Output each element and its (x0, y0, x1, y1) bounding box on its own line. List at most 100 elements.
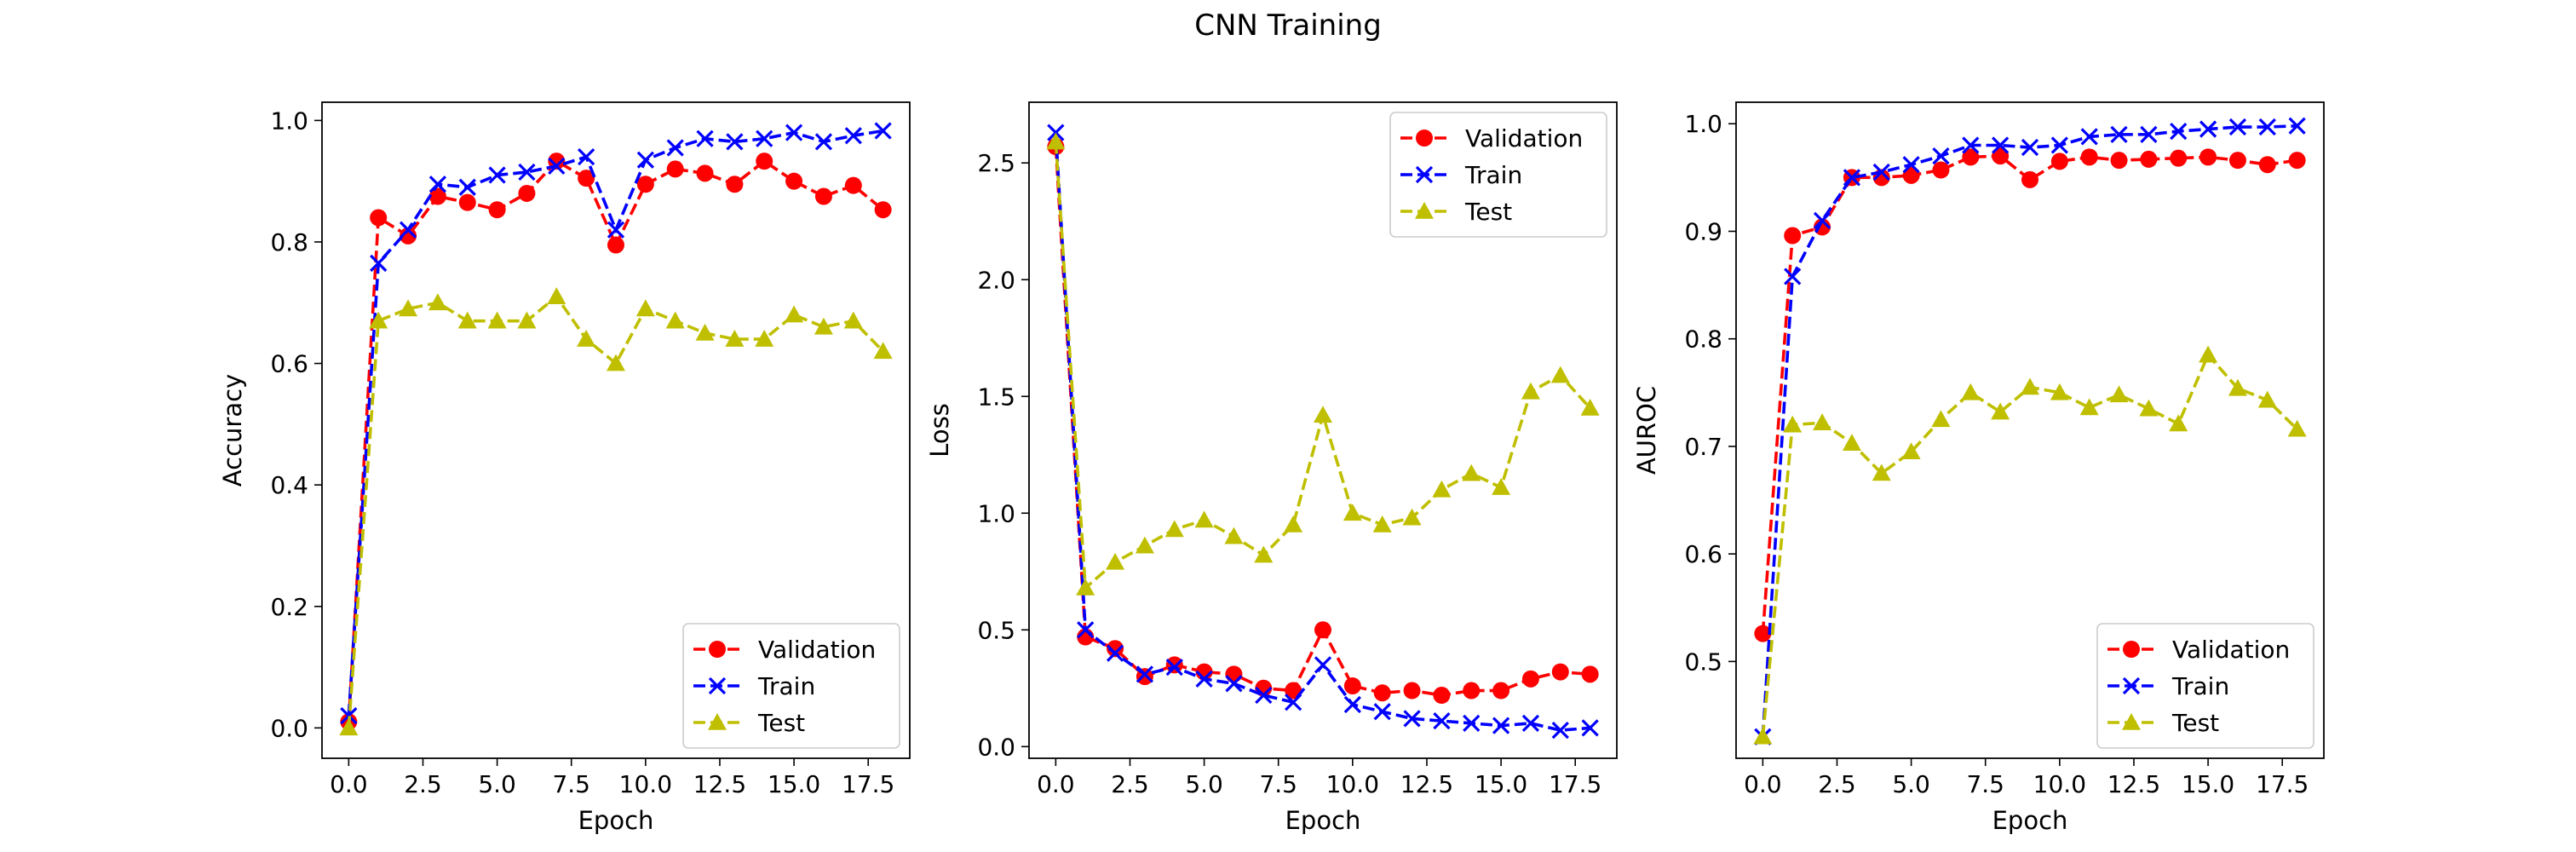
data-point-test (369, 311, 388, 329)
data-point-test (1076, 578, 1095, 596)
data-point-validation (2288, 152, 2306, 170)
x-tick-label: 2.5 (1818, 770, 1856, 798)
data-point-train (1343, 695, 1361, 714)
legend-marker (1415, 165, 1434, 184)
data-point-test (2139, 399, 2159, 417)
data-point-validation (1433, 687, 1451, 705)
data-point-test (1402, 508, 1422, 526)
data-point-train (1813, 211, 1831, 229)
x-tick-label: 7.5 (1259, 770, 1297, 798)
data-point-validation (2199, 148, 2217, 166)
chart-panel-2: 0.0 2.5 5.0 7.5 10.0 12.5 15.0 17.5 0.0 0.5 1.0 1.5… (925, 101, 1618, 835)
data-point-train (1962, 136, 1980, 154)
data-point-validation (1992, 147, 2010, 165)
data-point-test (2287, 419, 2307, 437)
data-point-train (2258, 118, 2276, 136)
series-train (1754, 117, 2306, 746)
data-point-test (1284, 515, 1303, 532)
x-tick-label: 5.0 (1892, 770, 1930, 798)
data-point-test (1872, 463, 1891, 481)
data-point-validation (756, 153, 773, 170)
data-point-test (1753, 727, 1773, 745)
data-point-train (2170, 122, 2188, 141)
data-point-train (1492, 717, 1510, 734)
data-point-train (548, 157, 566, 175)
x-tick-label: 0.0 (1744, 770, 1782, 798)
data-point-validation (2170, 149, 2188, 167)
data-point-train (1136, 665, 1154, 683)
data-point-validation (1165, 656, 1183, 674)
y-tick-label: 0.9 (1684, 217, 1722, 245)
chart-panel-3: 0.0 2.5 5.0 7.5 10.0 12.5 15.0 17.5 0.5 0.6 0.7 0.8… (1632, 101, 2325, 835)
series-train (1047, 124, 1599, 740)
data-point-train (1225, 675, 1243, 693)
legend-marker (708, 713, 727, 730)
data-point-train (607, 221, 625, 239)
x-tick-label: 0.0 (330, 770, 368, 798)
x-tick-label: 15.0 (1475, 770, 1527, 798)
data-point-train (488, 166, 506, 184)
x-tick-label: 12.5 (693, 770, 746, 798)
data-point-validation (1902, 166, 1920, 184)
data-point-validation (1551, 663, 1569, 681)
plot-frame (321, 101, 911, 759)
data-point-validation (428, 187, 446, 205)
data-point-train (1165, 659, 1183, 676)
data-point-test (755, 330, 774, 347)
data-point-test (1254, 545, 1274, 563)
y-tick-label: 1.5 (977, 383, 1015, 411)
data-point-test (785, 305, 804, 323)
data-point-validation (2258, 156, 2276, 174)
data-point-test (1901, 442, 1921, 460)
legend-marker (1416, 130, 1433, 147)
data-point-test (1462, 463, 1481, 481)
data-point-test (1813, 413, 1832, 430)
data-point-validation (370, 209, 388, 227)
legend-box (682, 623, 900, 749)
data-point-train (2228, 118, 2247, 136)
data-point-validation (636, 176, 654, 193)
legend-marker (1415, 202, 1434, 219)
legend-box (2096, 623, 2314, 749)
x-tick-label: 10.0 (2033, 770, 2086, 798)
data-point-train (399, 221, 417, 239)
data-point-test (399, 299, 418, 317)
data-point-train (814, 133, 833, 151)
figure-title: CNN Training (1194, 9, 1382, 43)
y-tick-label: 0.4 (270, 471, 308, 499)
data-point-train (578, 148, 595, 166)
data-point-test (339, 718, 359, 736)
x-tick-label: 17.5 (842, 770, 894, 798)
x-tick-label: 12.5 (1400, 770, 1453, 798)
data-point-test (1961, 383, 1981, 400)
data-point-validation (607, 236, 624, 254)
data-point-train (1314, 656, 1332, 674)
x-tick-label: 5.0 (1185, 770, 1223, 798)
data-point-train (2080, 128, 2098, 146)
data-point-train (2199, 120, 2217, 138)
data-point-validation (2021, 170, 2038, 188)
data-point-test (1783, 415, 1803, 433)
data-point-validation (1492, 682, 1510, 699)
data-point-validation (844, 176, 862, 194)
x-tick-label: 12.5 (2107, 770, 2160, 798)
data-point-test (2050, 383, 2069, 400)
legend-marker (2122, 713, 2141, 730)
series-test (1046, 132, 1600, 596)
data-point-train (2110, 125, 2128, 144)
data-point-test (1492, 478, 1511, 495)
data-point-test (1372, 515, 1392, 532)
legend-marker (709, 641, 726, 658)
data-point-validation (696, 164, 714, 182)
data-point-validation (2050, 153, 2068, 170)
data-point-train (874, 122, 892, 140)
data-point-train (370, 254, 388, 273)
data-point-train (2050, 136, 2068, 154)
y-tick-label: 0.2 (270, 593, 308, 621)
y-axis-label: AUROC (1632, 386, 1661, 475)
data-point-test (873, 342, 893, 360)
data-point-validation (785, 172, 803, 190)
data-point-test (607, 354, 625, 371)
data-point-test (1106, 552, 1125, 570)
